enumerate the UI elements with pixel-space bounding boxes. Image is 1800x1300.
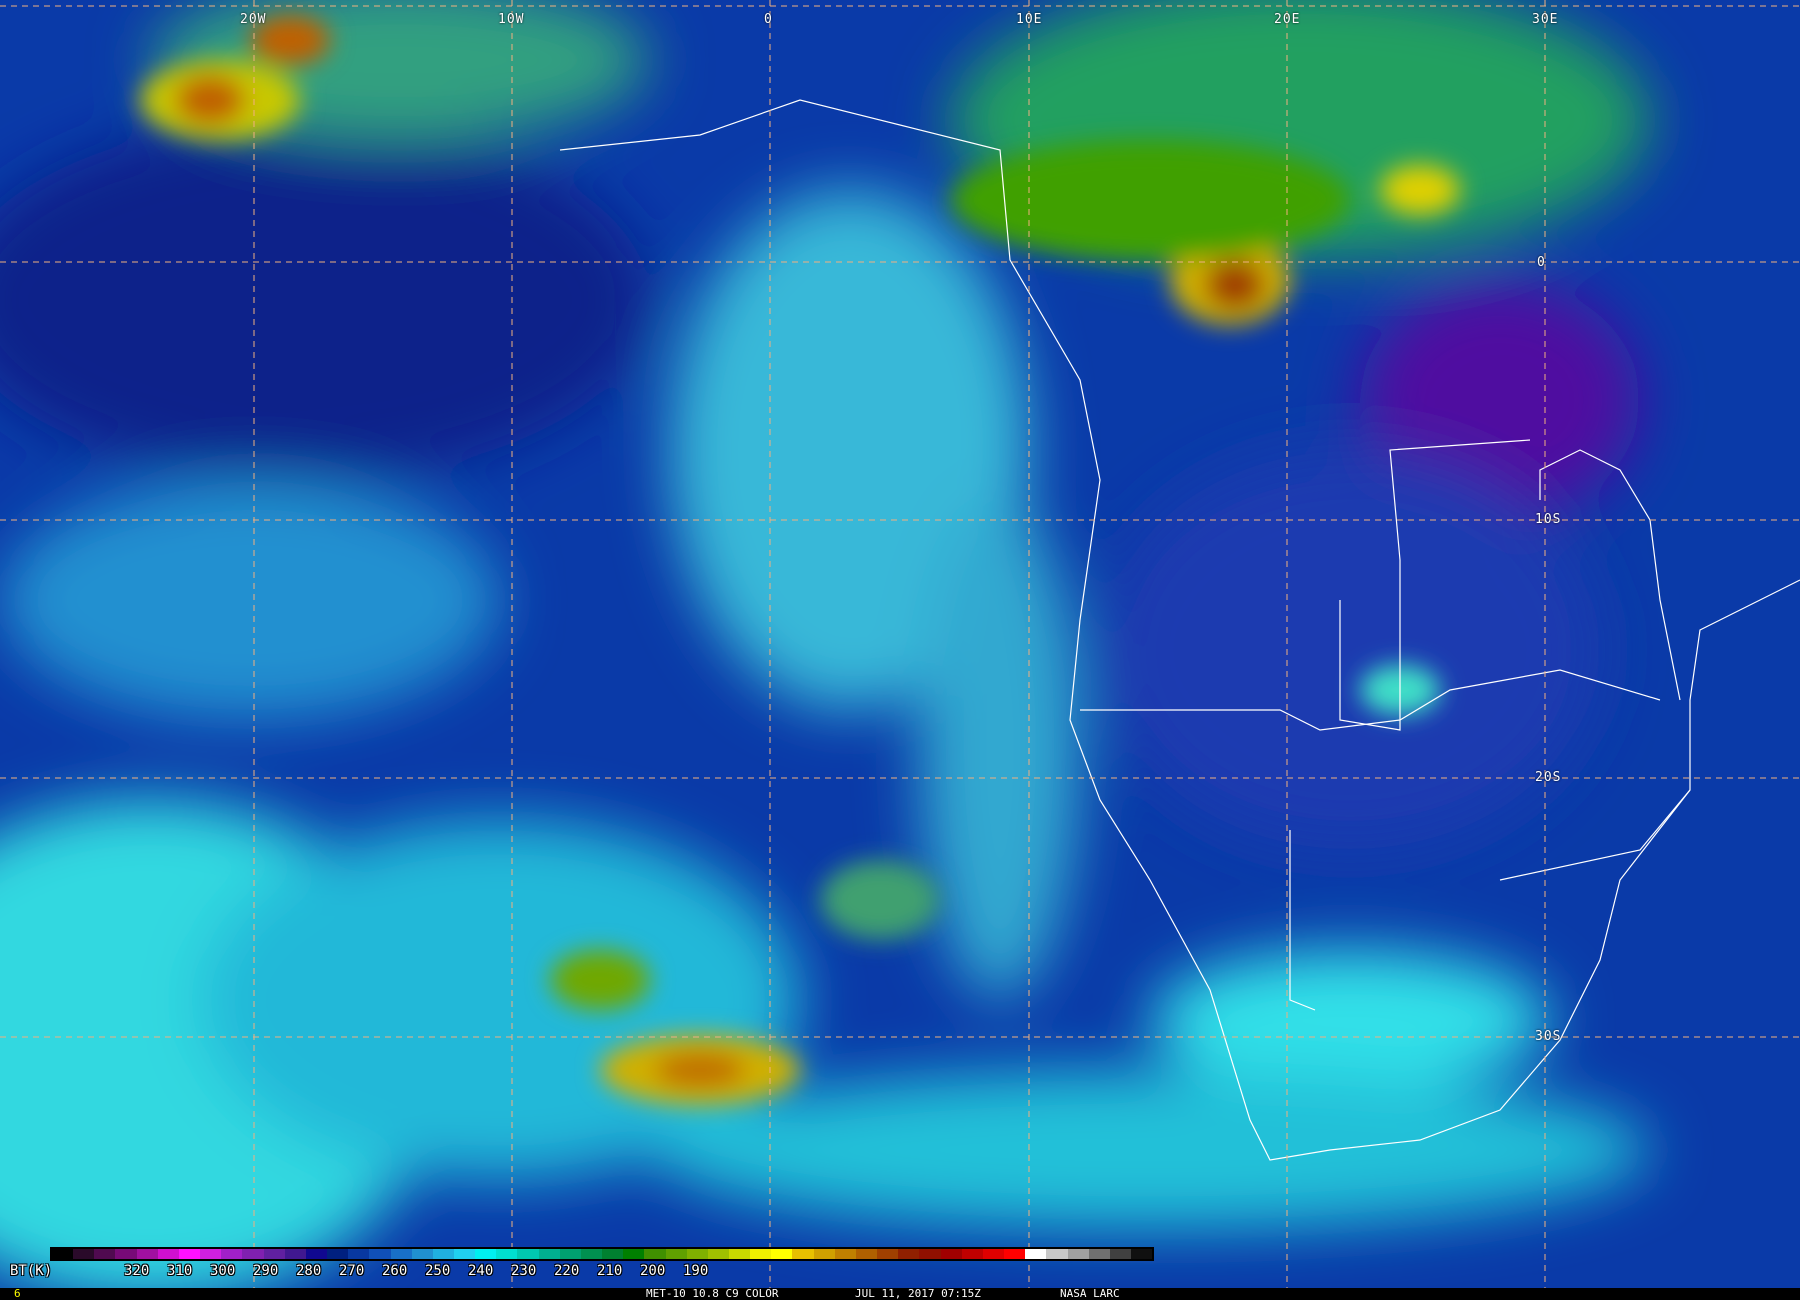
lat-label-10s: 10S xyxy=(1535,512,1562,527)
colorbar-swatch xyxy=(623,1249,645,1259)
colorbar-tick: 310 xyxy=(167,1263,193,1279)
colorbar-swatch xyxy=(982,1249,1005,1259)
colorbar-swatch xyxy=(94,1249,116,1259)
colorbar-swatch xyxy=(115,1249,137,1259)
colorbar-swatch xyxy=(517,1249,539,1259)
product-label: MET-10 10.8 C9 COLOR xyxy=(646,1287,779,1300)
colorbar-tick: 220 xyxy=(554,1263,580,1279)
colorbar-tick: 230 xyxy=(511,1263,537,1279)
colorbar-tick: 300 xyxy=(210,1263,236,1279)
lat-label-20s: 20S xyxy=(1535,770,1562,785)
colorbar-swatch xyxy=(411,1249,433,1259)
colorbar-swatch xyxy=(792,1249,814,1259)
colorbar-swatch xyxy=(707,1249,729,1259)
colorbar-swatch xyxy=(919,1249,941,1259)
colorbar-swatch xyxy=(877,1249,899,1259)
colorbar-swatch xyxy=(432,1249,454,1259)
colorbar-tick: 260 xyxy=(382,1263,408,1279)
colorbar-swatch xyxy=(855,1249,878,1259)
colorbar-swatch xyxy=(496,1249,518,1259)
colorbar-swatch xyxy=(1004,1249,1026,1259)
colorbar-swatch xyxy=(729,1249,751,1259)
colorbar-tick: 320 xyxy=(124,1263,150,1279)
footer-bar: 6 MET-10 10.8 C9 COLOR JUL 11, 2017 07:1… xyxy=(0,1287,1800,1300)
colorbar-swatch xyxy=(200,1249,222,1259)
colorbar-swatch xyxy=(390,1249,412,1259)
colorbar-swatch xyxy=(369,1249,391,1259)
colorbar-swatch xyxy=(771,1249,793,1259)
colorbar-swatch xyxy=(136,1249,158,1259)
colorbar-swatch xyxy=(305,1249,328,1259)
colorbar-tick: 210 xyxy=(597,1263,623,1279)
colorbar-swatch xyxy=(602,1249,624,1259)
frame-number: 6 xyxy=(14,1287,21,1300)
colorbar-tick: 200 xyxy=(640,1263,666,1279)
coastlines xyxy=(559,99,1800,1161)
colorbar-swatch xyxy=(1088,1249,1110,1259)
colorbar-swatch xyxy=(475,1249,497,1259)
colorbar-swatch xyxy=(284,1249,306,1259)
colorbar-swatch xyxy=(750,1249,772,1259)
colorbar-swatch xyxy=(348,1249,370,1259)
colorbar-swatch xyxy=(73,1249,95,1259)
lat-label-0: 0 xyxy=(1537,255,1546,270)
colorbar-swatch xyxy=(1130,1249,1153,1259)
colorbar-tick: 290 xyxy=(253,1263,279,1279)
colorbar-swatch xyxy=(327,1249,349,1259)
colorbar-swatch xyxy=(580,1249,603,1259)
credit-label: NASA LARC xyxy=(1060,1287,1120,1300)
colorbar-swatch xyxy=(242,1249,264,1259)
lon-label-10e: 10E xyxy=(1016,12,1043,27)
colorbar-swatch xyxy=(1046,1249,1068,1259)
colorbar-swatch xyxy=(813,1249,835,1259)
lon-label-30e: 30E xyxy=(1532,12,1559,27)
lon-label-0: 0 xyxy=(764,12,773,27)
brightness-temperature-colorbar xyxy=(50,1247,1154,1261)
colorbar-swatch xyxy=(665,1249,687,1259)
colorbar-swatch xyxy=(834,1249,856,1259)
colorbar-swatch xyxy=(453,1249,476,1259)
colorbar-swatch xyxy=(1025,1249,1047,1259)
colorbar-swatch xyxy=(559,1249,581,1259)
colorbar-tick: 270 xyxy=(339,1263,365,1279)
colorbar-swatch xyxy=(221,1249,243,1259)
colorbar-swatch xyxy=(263,1249,285,1259)
datetime-label: JUL 11, 2017 07:15Z xyxy=(855,1287,981,1300)
colorbar-swatch xyxy=(898,1249,920,1259)
colorbar-tick: 280 xyxy=(296,1263,322,1279)
colorbar-tick: 250 xyxy=(425,1263,451,1279)
colorbar-swatch xyxy=(1109,1249,1131,1259)
colorbar-swatch xyxy=(52,1249,74,1259)
lon-label-20w: 20W xyxy=(240,12,267,27)
colorbar-swatch xyxy=(178,1249,201,1259)
colorbar-unit-label: BT(K) xyxy=(10,1263,53,1279)
colorbar-swatch xyxy=(686,1249,708,1259)
colorbar-swatch xyxy=(644,1249,666,1259)
colorbar-tick: 240 xyxy=(468,1263,494,1279)
lon-label-20e: 20E xyxy=(1274,12,1301,27)
lon-label-10w: 10W xyxy=(498,12,525,27)
colorbar-swatch xyxy=(961,1249,983,1259)
colorbar-swatch xyxy=(940,1249,962,1259)
colorbar-tick: 190 xyxy=(683,1263,709,1279)
colorbar-swatch xyxy=(538,1249,560,1259)
colorbar-swatch xyxy=(157,1249,179,1259)
lat-label-30s: 30S xyxy=(1535,1029,1562,1044)
colorbar-swatch xyxy=(1067,1249,1089,1259)
